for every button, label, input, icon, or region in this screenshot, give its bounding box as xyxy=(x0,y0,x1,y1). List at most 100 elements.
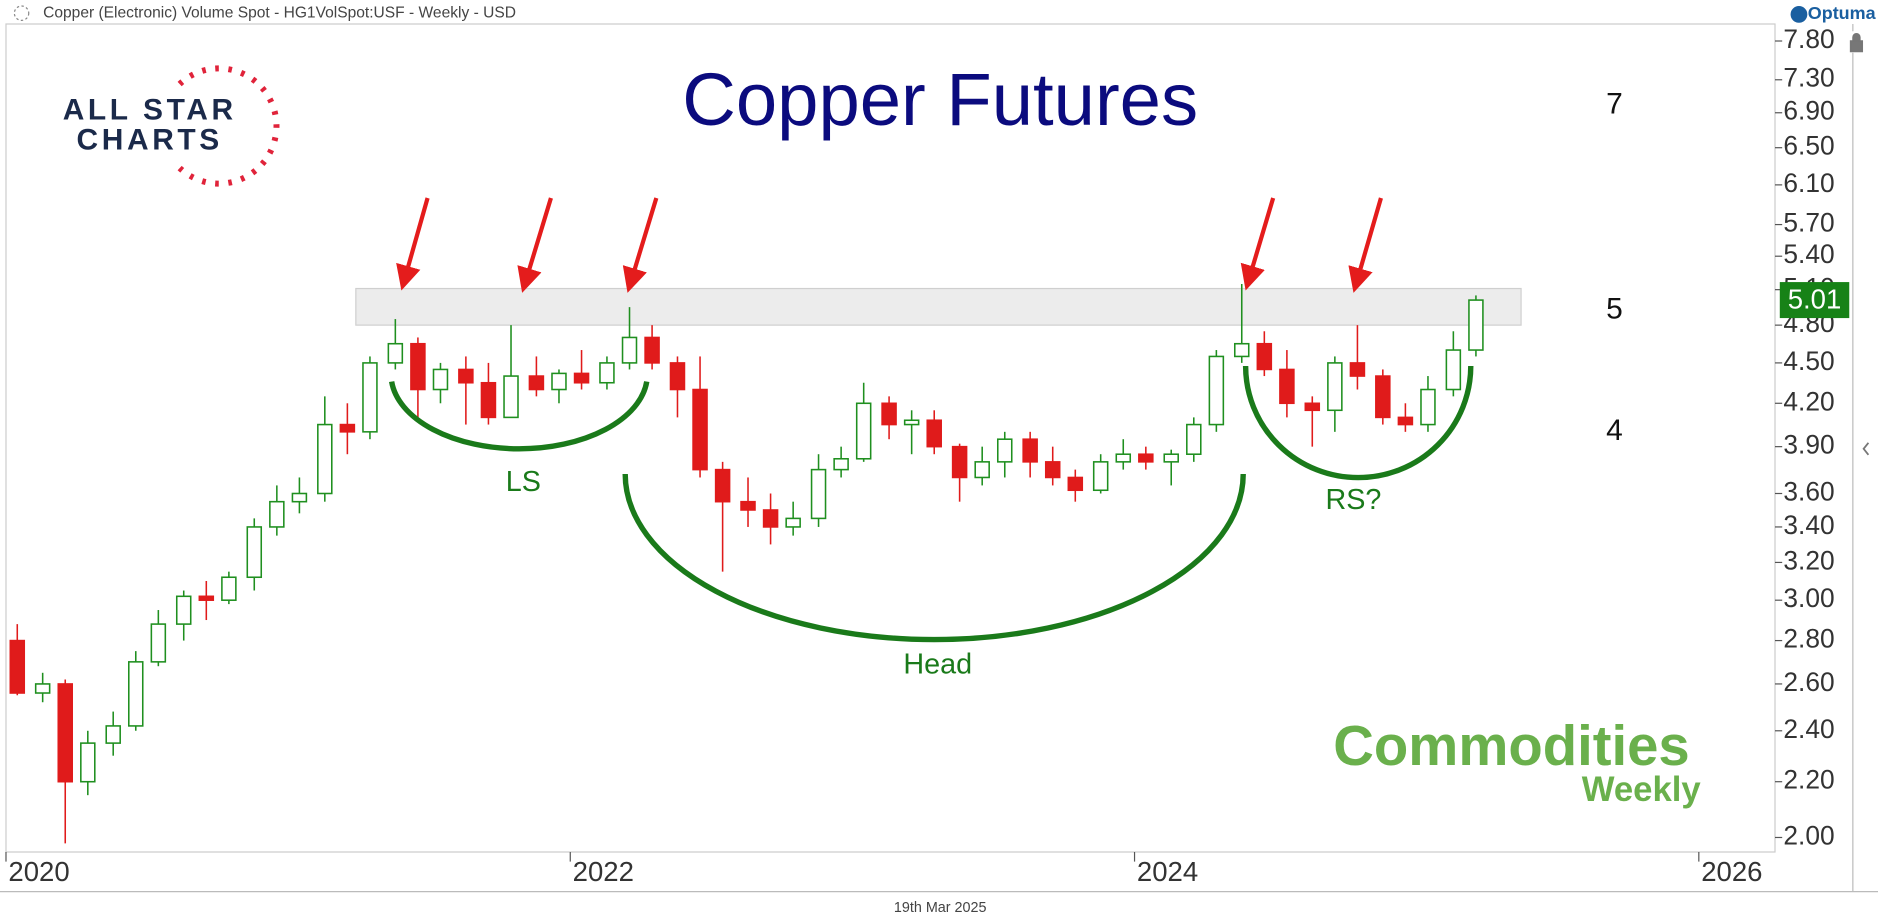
candle-layer xyxy=(9,283,1484,844)
candle-body xyxy=(1044,461,1061,479)
candle-body xyxy=(573,372,590,384)
candle-body xyxy=(714,468,731,503)
lock-icon xyxy=(1849,33,1864,53)
candle-body xyxy=(881,402,897,426)
candle-body xyxy=(1208,355,1225,426)
y-tick-label: 2.00 xyxy=(1783,820,1834,850)
x-tick-label: 2020 xyxy=(8,856,69,887)
candle-body xyxy=(1186,423,1202,455)
candle-body xyxy=(57,683,73,783)
candle-body xyxy=(9,639,26,694)
candle-body xyxy=(1115,453,1132,463)
candle-body xyxy=(128,661,144,727)
logo-weekly: Weekly xyxy=(1582,771,1702,809)
stars-arc xyxy=(177,65,280,187)
candle-body xyxy=(692,388,708,471)
candle-body xyxy=(1138,453,1154,463)
arrow xyxy=(1348,197,1383,293)
y-tick-label: 7.30 xyxy=(1783,63,1834,93)
candle-body xyxy=(1375,375,1391,419)
candle-body xyxy=(1304,402,1321,412)
pattern-label: Head xyxy=(903,649,972,681)
header-bar xyxy=(0,0,1878,24)
axis-layer: 2.00 2.20 2.40 2.60 2.80 3.00 3.20 3.40 3.60 3.90… xyxy=(5,24,1850,887)
candle-body xyxy=(317,423,333,495)
logo-line-2: CHARTS xyxy=(77,124,223,157)
level-label: 7 xyxy=(1606,88,1623,121)
resistance-zone xyxy=(355,287,1522,326)
candle-body xyxy=(740,500,756,511)
y-tick-label: 5.40 xyxy=(1783,239,1834,269)
candle-body xyxy=(1468,299,1484,351)
candle-body xyxy=(926,419,942,448)
candle-body xyxy=(621,336,638,364)
y-tick-label: 7.80 xyxy=(1783,24,1834,54)
candle-body xyxy=(974,461,990,479)
candle-body xyxy=(458,368,474,384)
candle-body xyxy=(291,492,308,503)
candle-body xyxy=(551,372,567,391)
candle-body xyxy=(785,517,801,528)
candle-body xyxy=(1279,368,1295,405)
header-icon xyxy=(13,5,30,21)
chart-title: Copper Futures xyxy=(682,58,1198,141)
candle-body xyxy=(762,509,779,528)
level-label: 4 xyxy=(1606,414,1623,447)
collapse-toggle[interactable] xyxy=(1862,442,1870,456)
y-tick-label: 3.00 xyxy=(1783,583,1834,613)
y-tick-label: 5.70 xyxy=(1783,208,1834,238)
candle-body xyxy=(246,526,263,579)
candle-body xyxy=(362,362,378,433)
date-label: 19th Mar 2025 xyxy=(894,900,987,916)
x-tick-label: 2026 xyxy=(1701,856,1762,887)
candle-body xyxy=(1445,349,1462,391)
y-tick-label: 6.90 xyxy=(1783,96,1834,126)
zone-layer xyxy=(355,287,1522,326)
x-tick-label: 2022 xyxy=(573,856,634,887)
candle-body xyxy=(339,423,356,433)
candle-body xyxy=(1397,416,1414,426)
candle-body xyxy=(903,419,920,426)
candle-body xyxy=(996,438,1013,463)
right-shoulder-arc xyxy=(1242,365,1474,481)
candle-body xyxy=(855,402,872,460)
candle-body xyxy=(150,623,167,663)
candle-body xyxy=(1420,388,1436,426)
candle-body xyxy=(1256,342,1273,371)
level-label: 5 xyxy=(1606,293,1623,326)
candle-body xyxy=(269,500,285,528)
left-shoulder-arc xyxy=(388,381,650,452)
y-tick-label: 6.50 xyxy=(1783,131,1834,161)
candle-body xyxy=(951,445,968,479)
candle-body xyxy=(410,342,426,391)
arrow xyxy=(622,197,659,293)
y-tick-label: 4.50 xyxy=(1783,346,1834,376)
pattern-label: RS? xyxy=(1325,484,1381,516)
candle-body xyxy=(1327,362,1343,412)
y-tick-label: 2.20 xyxy=(1783,765,1834,795)
brand-icon xyxy=(1790,6,1808,23)
candle-body xyxy=(833,458,849,471)
pattern-label: LS xyxy=(506,466,541,498)
candle-body xyxy=(1092,461,1109,492)
candle-body xyxy=(669,362,686,391)
logo-commodities: Commodities xyxy=(1333,714,1689,777)
candle-body xyxy=(810,468,827,520)
last-price-label: 5.01 xyxy=(1788,284,1842,315)
candle-body xyxy=(175,595,192,625)
candle-body xyxy=(34,683,51,694)
head-arc xyxy=(622,473,1246,643)
y-tick-label: 2.60 xyxy=(1783,667,1834,697)
arrow xyxy=(396,197,430,291)
candle-body xyxy=(1163,453,1179,463)
y-tick-label: 3.40 xyxy=(1783,510,1834,540)
last-price-box xyxy=(1779,282,1850,319)
y-tick-label: 3.20 xyxy=(1783,545,1834,575)
y-tick-label: 3.90 xyxy=(1783,430,1834,460)
candle-body xyxy=(480,381,497,419)
candle-body xyxy=(503,375,519,419)
y-tick-label: 2.80 xyxy=(1783,624,1834,654)
